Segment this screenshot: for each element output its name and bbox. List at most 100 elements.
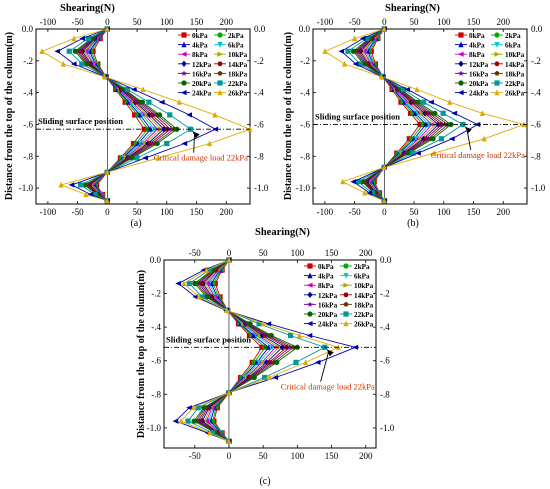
data-point [341, 60, 348, 67]
critical-label: Critical damage load 22kPa [431, 150, 525, 160]
legend-marker [343, 311, 349, 317]
data-point [251, 374, 257, 381]
data-point [164, 140, 170, 147]
x-tick-label-top: 50 [133, 17, 143, 27]
data-point [68, 182, 75, 188]
data-point [212, 111, 218, 118]
y-tick-label-right: -1.0 [380, 423, 395, 433]
legend-marker [217, 61, 223, 67]
data-point [157, 112, 163, 118]
data-point [186, 112, 192, 118]
legend-label: 20kPa [318, 311, 338, 319]
data-point [404, 86, 411, 93]
legend-marker [494, 61, 500, 67]
x-tick-label-bottom: -50 [189, 451, 201, 461]
critical-arrow [193, 133, 196, 153]
data-point [350, 179, 356, 185]
y-tick-label-right: -.2 [380, 289, 390, 299]
y-tick-label-right: -.2 [531, 56, 541, 66]
data-point [268, 359, 275, 365]
data-point [412, 110, 418, 116]
x-tick-label-bottom: 150 [467, 207, 481, 217]
legend-label: 8kPa [469, 51, 485, 59]
data-point [264, 359, 270, 366]
x-tick-label-bottom: 100 [291, 451, 305, 461]
data-point [272, 374, 279, 381]
y-tick-label-left: 0.0 [150, 255, 162, 265]
y-tick-label-right: -.8 [380, 389, 390, 399]
legend-marker [217, 70, 223, 76]
data-point [104, 25, 110, 32]
data-point [70, 61, 77, 67]
x-axis-title: Shearing(N) [255, 227, 310, 238]
data-point [266, 374, 272, 381]
data-point [158, 99, 165, 105]
data-point [355, 179, 361, 185]
x-tick-label-top: 100 [291, 248, 305, 258]
legend-label: 18kPa [354, 301, 374, 309]
data-point [167, 112, 173, 118]
series-24kPa [54, 26, 219, 204]
x-tick-label-bottom: -100 [317, 207, 334, 217]
data-point [172, 418, 179, 424]
data-point [60, 60, 66, 67]
data-point [139, 99, 146, 105]
legend-marker [494, 80, 500, 86]
legend-marker [307, 301, 313, 307]
legend-label: 26kPa [354, 321, 374, 329]
data-point [149, 140, 156, 147]
data-point [104, 169, 110, 175]
x-tick-label-bottom: 0 [227, 451, 232, 461]
data-point [154, 140, 160, 147]
data-point [260, 320, 266, 327]
data-point [212, 126, 219, 132]
legend-marker [217, 42, 223, 48]
legend-marker [494, 42, 500, 48]
legend: 0kPa 2kPa 4kPa 6kPa 8kPa 10kPa 12kPa 14kPa 16kPa… [304, 263, 374, 329]
legend-label: 10kPa [505, 51, 525, 59]
x-tick-label-bottom: 50 [133, 207, 143, 217]
data-point [146, 99, 152, 105]
data-point [151, 126, 157, 133]
data-point [425, 135, 432, 142]
legend-marker [180, 51, 187, 57]
critical-arrowhead [326, 349, 334, 357]
x-tick-label-top: -100 [317, 17, 334, 27]
data-point [206, 267, 212, 273]
legend-marker [494, 32, 500, 38]
legend-label: 4kPa [469, 42, 485, 50]
x-tick-label-bottom: 50 [259, 451, 269, 461]
chart-panel-2: Shearing(N) Distance from the top of the … [283, 3, 546, 229]
data-point [261, 374, 268, 381]
data-point [142, 155, 148, 161]
data-point [352, 35, 358, 42]
data-point [366, 190, 373, 196]
legend-label: 18kPa [228, 70, 248, 78]
data-point [481, 135, 487, 142]
critical-arrowhead [464, 126, 472, 134]
x-tick-label-top: 0 [227, 248, 232, 258]
plot-frame [312, 28, 528, 205]
y-tick-label-left: 0.0 [299, 24, 311, 34]
x-tick-label-top: 150 [190, 17, 204, 27]
x-tick-label-top: 200 [496, 17, 510, 27]
data-point [186, 280, 192, 287]
x-tick-label-top: -50 [189, 248, 201, 258]
legend-label: 2kPa [354, 263, 370, 271]
legend-marker [217, 51, 224, 57]
y-tick-label-left: -.6 [151, 356, 161, 366]
data-point [287, 332, 294, 339]
legend-label: 24kPa [469, 90, 489, 98]
legend-marker [217, 80, 223, 86]
data-point [199, 294, 205, 300]
legend-label: 0kPa [318, 263, 334, 271]
data-point [181, 140, 188, 147]
legend-label: 22kPa [354, 311, 374, 319]
data-point [79, 35, 85, 42]
y-tick-label-left: -.8 [151, 389, 161, 399]
legend-label: 10kPa [228, 51, 248, 59]
legend-label: 8kPa [192, 51, 208, 59]
legend-marker [307, 263, 313, 269]
data-point [460, 121, 466, 128]
y-axis-title: Distance from the top of the column(m) [283, 32, 294, 200]
